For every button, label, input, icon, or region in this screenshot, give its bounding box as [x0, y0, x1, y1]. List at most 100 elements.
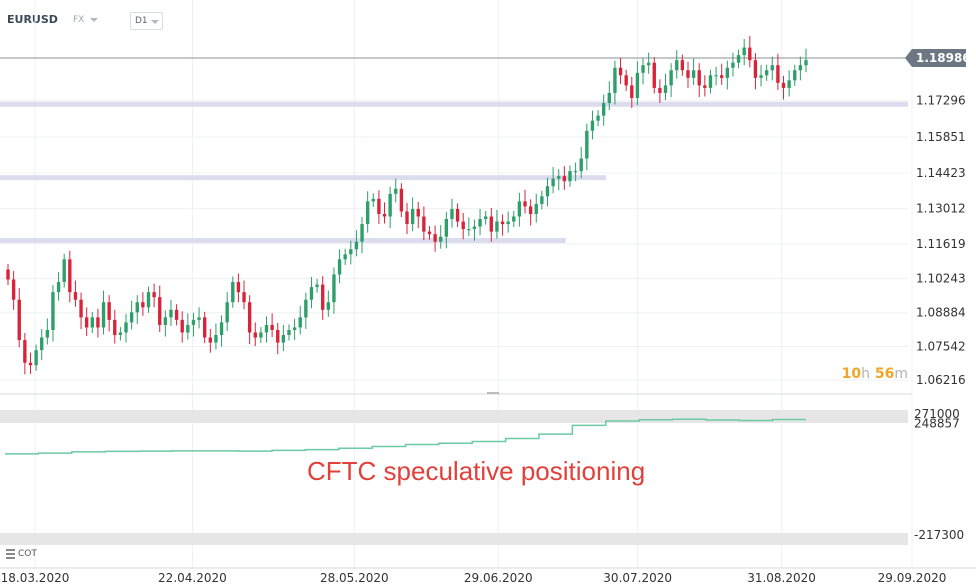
- candle: [360, 217, 364, 254]
- candle-body: [214, 335, 218, 343]
- candle: [259, 326, 263, 344]
- candle-body: [68, 259, 72, 293]
- candle: [545, 177, 550, 207]
- price-tick-label: 1.08884: [916, 306, 966, 320]
- candle-body: [652, 62, 656, 88]
- candle-body: [506, 221, 510, 225]
- candle: [124, 313, 128, 343]
- candle-body: [798, 65, 803, 71]
- candle: [742, 38, 746, 66]
- candle: [203, 311, 207, 344]
- candle-body: [281, 335, 286, 343]
- candle-body: [332, 274, 336, 303]
- candle-body: [264, 324, 269, 333]
- candle-body: [225, 302, 229, 323]
- candle-body: [512, 216, 516, 222]
- cot-indicator-label: COT: [18, 549, 37, 559]
- candle-body: [34, 350, 38, 366]
- candle: [568, 165, 572, 187]
- countdown-minutes-unit: m: [894, 366, 908, 382]
- candle: [804, 48, 808, 73]
- candle-body: [51, 292, 55, 330]
- candle: [101, 290, 106, 335]
- candle-body: [96, 317, 100, 328]
- candle-body: [146, 292, 151, 308]
- candle: [528, 199, 533, 226]
- candle-body: [349, 249, 353, 255]
- candle-body: [107, 302, 111, 320]
- candle: [186, 313, 190, 340]
- candle-body: [208, 337, 212, 343]
- candle: [764, 64, 769, 81]
- candle: [523, 189, 527, 214]
- candle-body: [298, 317, 302, 328]
- candle-body: [573, 171, 578, 173]
- candle: [669, 63, 673, 97]
- candle: [759, 65, 763, 87]
- candle-body: [478, 219, 482, 227]
- candle-body: [585, 130, 589, 159]
- candle: [444, 211, 449, 249]
- candle: [169, 299, 173, 326]
- candle-body: [118, 332, 123, 336]
- candle-body: [276, 329, 280, 343]
- candle-body: [472, 226, 477, 230]
- candle: [753, 53, 758, 90]
- cot-lower-band: [0, 533, 908, 545]
- candle-body: [382, 213, 387, 217]
- symbol-dropdown-icon[interactable]: [90, 18, 98, 22]
- candle-body: [764, 70, 769, 76]
- candle: [56, 271, 61, 301]
- candle: [349, 240, 353, 265]
- candle: [51, 285, 55, 342]
- candle: [225, 292, 229, 331]
- candle-body: [253, 332, 257, 338]
- candle-body: [360, 224, 364, 242]
- candle: [365, 191, 370, 233]
- candle-body: [708, 75, 713, 88]
- candle-body: [191, 319, 196, 325]
- candle: [495, 209, 499, 239]
- candle: [377, 190, 381, 225]
- timeframe-select[interactable]: [130, 12, 163, 30]
- timeframe-dropdown-icon[interactable]: [151, 20, 159, 24]
- candle-body: [669, 70, 673, 86]
- candle-body: [169, 309, 173, 318]
- candle-body: [304, 299, 308, 318]
- candle: [191, 312, 196, 337]
- candle-body: [781, 82, 786, 88]
- candle: [34, 344, 38, 371]
- candle-body: [562, 176, 567, 182]
- candle: [663, 73, 668, 101]
- candle: [315, 279, 319, 293]
- candle: [247, 295, 252, 345]
- candle-body: [259, 332, 263, 338]
- candle: [472, 219, 477, 241]
- candle-body: [405, 211, 409, 225]
- candle-body: [163, 317, 168, 325]
- candle-body: [23, 340, 27, 363]
- price-tick-label: 1.17296: [916, 94, 966, 108]
- candle: [276, 322, 280, 355]
- countdown-minutes: 56: [874, 366, 895, 382]
- candle: [720, 63, 724, 85]
- candle-body: [422, 216, 426, 232]
- indicator-settings-icon: [6, 549, 15, 559]
- candle-body: [337, 259, 342, 275]
- candle-body: [410, 208, 415, 225]
- candle: [680, 54, 685, 76]
- cot-tick-label: -217300: [914, 528, 964, 542]
- candle-body: [540, 196, 544, 204]
- candle-body: [528, 206, 533, 214]
- candle: [141, 292, 145, 316]
- candle-body: [141, 302, 145, 308]
- candle-body: [787, 80, 791, 88]
- candle: [512, 210, 516, 228]
- candle: [517, 192, 522, 227]
- candle: [219, 315, 224, 347]
- candle-body: [84, 317, 89, 328]
- candle-body: [517, 201, 522, 217]
- candle-body: [658, 87, 662, 93]
- symbol-label[interactable]: EURUSD: [7, 13, 58, 26]
